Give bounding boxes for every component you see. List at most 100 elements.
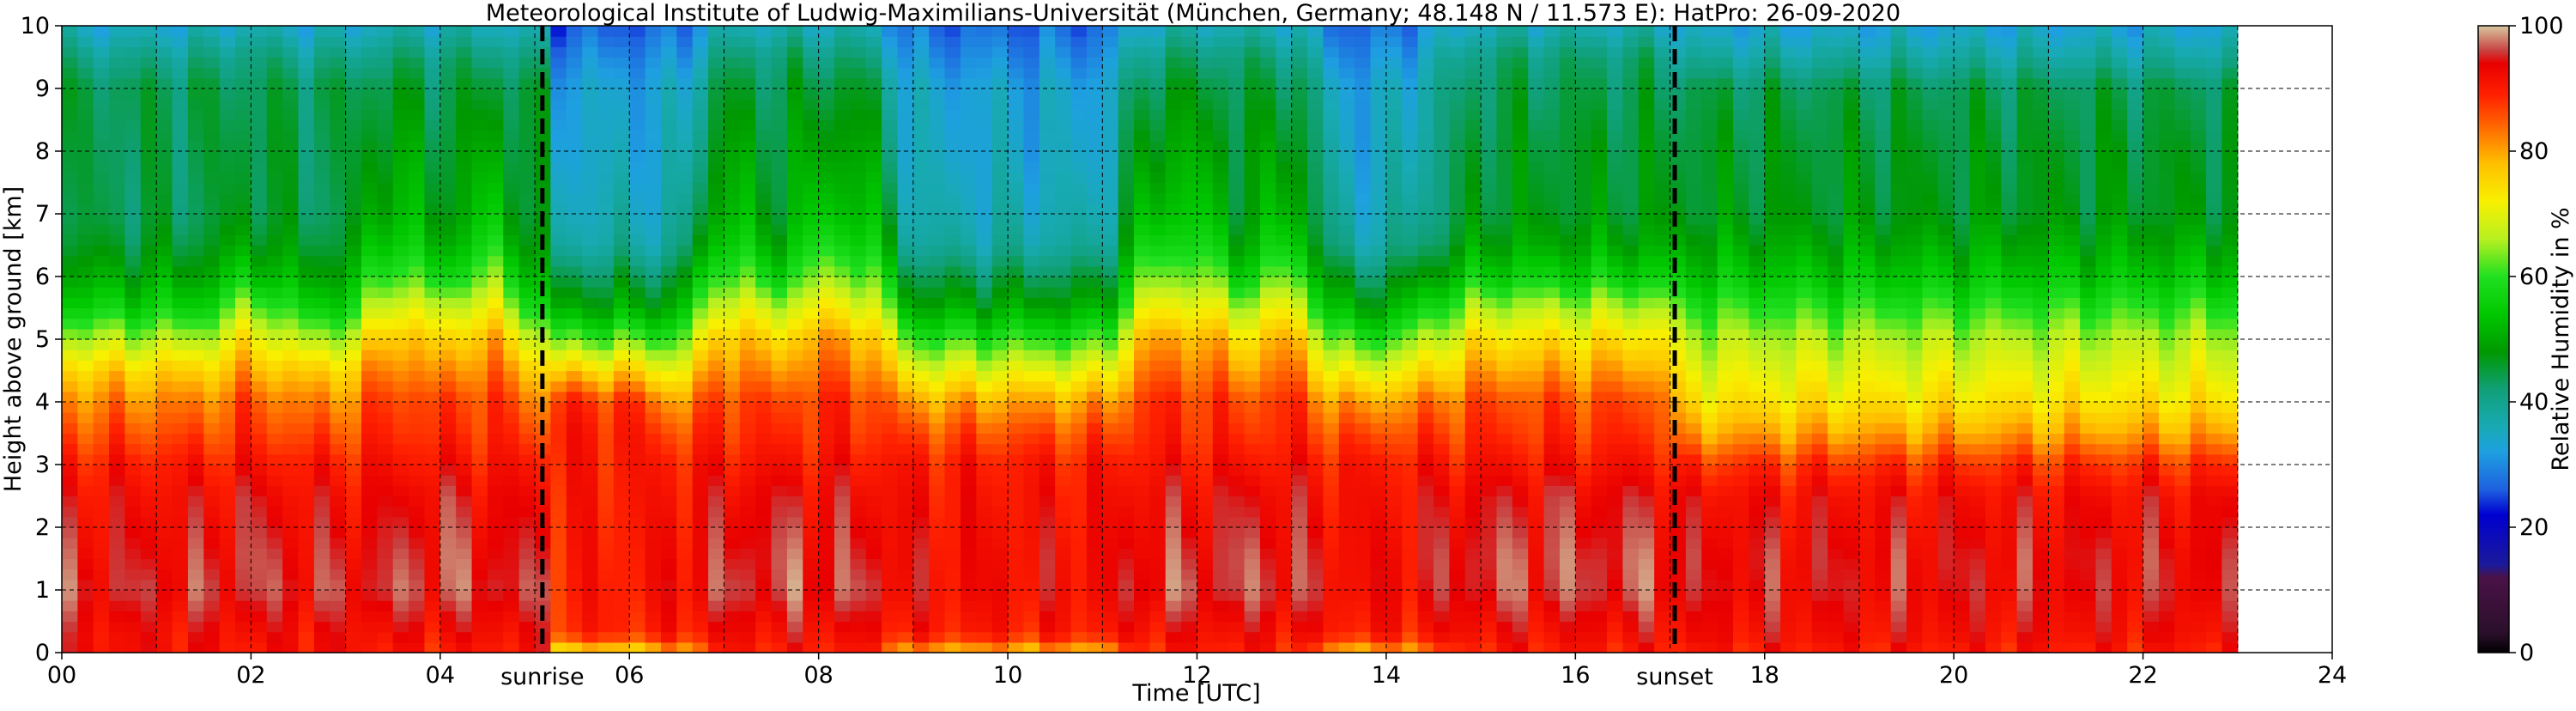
heatmap-cell xyxy=(1149,392,1166,403)
heatmap-cell xyxy=(945,287,961,298)
heatmap-cell xyxy=(819,204,835,215)
heatmap-cell xyxy=(708,204,724,215)
heatmap-cell xyxy=(173,88,189,100)
heatmap-cell xyxy=(676,339,693,350)
heatmap-cell xyxy=(330,319,346,330)
heatmap-cell xyxy=(124,246,141,257)
heatmap-cell xyxy=(1102,611,1118,622)
heatmap-cell xyxy=(646,26,662,37)
heatmap-cell xyxy=(456,276,472,288)
heatmap-cell xyxy=(188,422,204,434)
heatmap-cell xyxy=(1228,360,1245,371)
heatmap-cell xyxy=(882,465,898,476)
heatmap-cell xyxy=(755,266,772,277)
heatmap-cell xyxy=(519,266,536,277)
heatmap-cell xyxy=(961,475,977,486)
heatmap-cell xyxy=(267,266,283,277)
heatmap-cell xyxy=(693,454,709,465)
heatmap-cell xyxy=(456,517,472,528)
heatmap-cell xyxy=(346,569,362,580)
heatmap-cell xyxy=(708,120,724,131)
heatmap-cell xyxy=(1276,496,1292,507)
heatmap-cell xyxy=(203,26,220,37)
heatmap-cell xyxy=(1181,214,1197,225)
heatmap-cell xyxy=(1071,246,1088,257)
heatmap-cell xyxy=(724,256,740,267)
heatmap-cell xyxy=(1118,36,1135,47)
heatmap-cell xyxy=(330,88,346,100)
heatmap-cell xyxy=(1276,172,1292,183)
heatmap-cell xyxy=(299,141,315,152)
heatmap-cell xyxy=(992,580,1009,591)
heatmap-cell xyxy=(299,611,315,622)
heatmap-cell xyxy=(819,141,835,152)
heatmap-cell xyxy=(661,193,677,204)
heatmap-cell xyxy=(1071,392,1088,403)
heatmap-cell xyxy=(440,276,457,288)
heatmap-cell xyxy=(1008,360,1024,371)
heatmap-cell xyxy=(440,371,457,382)
heatmap-cell xyxy=(361,360,378,371)
heatmap-cell xyxy=(124,632,141,643)
heatmap-cell xyxy=(787,371,803,382)
heatmap-cell xyxy=(567,600,583,611)
heatmap-cell xyxy=(173,381,189,392)
heatmap-cell xyxy=(1008,276,1024,288)
heatmap-cell xyxy=(1355,276,1371,288)
heatmap-cell xyxy=(598,454,615,465)
heatmap-cell xyxy=(346,46,362,58)
heatmap-cell xyxy=(1307,78,1324,89)
heatmap-cell xyxy=(109,141,125,152)
heatmap-cell xyxy=(803,569,819,580)
heatmap-cell xyxy=(582,402,598,413)
heatmap-cell xyxy=(676,131,693,142)
heatmap-cell xyxy=(424,611,440,622)
heatmap-cell xyxy=(1245,183,1261,194)
heatmap-cell xyxy=(598,256,615,267)
heatmap-cell xyxy=(1355,151,1371,162)
heatmap-cell xyxy=(772,412,788,423)
heatmap-cell xyxy=(141,507,157,518)
heatmap-cell xyxy=(77,434,94,445)
heatmap-cell xyxy=(834,151,851,162)
heatmap-cell xyxy=(409,339,425,350)
heatmap-cell xyxy=(772,485,788,496)
heatmap-cell xyxy=(787,68,803,79)
heatmap-cell xyxy=(282,590,299,601)
heatmap-cell xyxy=(330,600,346,611)
heatmap-cell xyxy=(929,276,945,288)
heatmap-cell xyxy=(109,444,125,455)
heatmap-cell xyxy=(1228,349,1245,361)
heatmap-cell xyxy=(1071,88,1088,100)
heatmap-cell xyxy=(598,234,615,246)
heatmap-cell xyxy=(567,485,583,496)
heatmap-cell xyxy=(188,590,204,601)
heatmap-cell xyxy=(251,517,267,528)
heatmap-cell xyxy=(708,246,724,257)
heatmap-cell xyxy=(740,632,756,643)
heatmap-cell xyxy=(1181,349,1197,361)
heatmap-cell xyxy=(1166,234,1182,246)
heatmap-cell xyxy=(1181,600,1197,611)
heatmap-cell xyxy=(409,580,425,591)
heatmap-cell xyxy=(740,454,756,465)
heatmap-cell xyxy=(156,319,173,330)
heatmap-cell xyxy=(1307,109,1324,120)
heatmap-cell xyxy=(1039,465,1056,476)
heatmap-cell xyxy=(440,527,457,538)
heatmap-cell xyxy=(188,349,204,361)
heatmap-cell xyxy=(503,120,519,131)
heatmap-cell xyxy=(929,183,945,194)
heatmap-cell xyxy=(1276,454,1292,465)
heatmap-cell xyxy=(393,454,409,465)
heatmap-cell xyxy=(1055,527,1071,538)
heatmap-cell xyxy=(898,632,914,643)
heatmap-cell xyxy=(440,161,457,173)
heatmap-cell xyxy=(1118,632,1135,643)
heatmap-cell xyxy=(834,381,851,392)
heatmap-cell xyxy=(519,109,536,120)
heatmap-cell xyxy=(866,371,882,382)
heatmap-cell xyxy=(882,204,898,215)
heatmap-cell xyxy=(267,507,283,518)
heatmap-cell xyxy=(834,371,851,382)
